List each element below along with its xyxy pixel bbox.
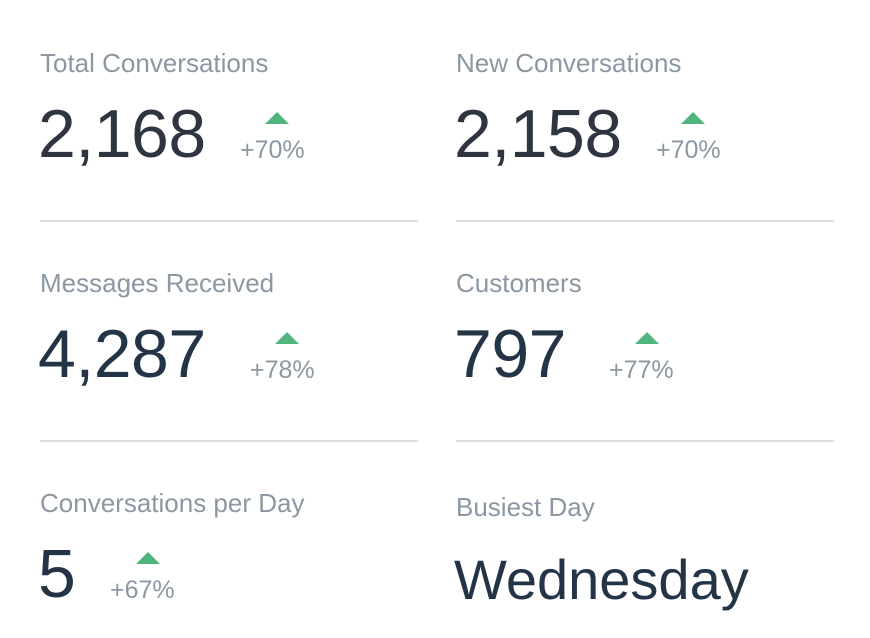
divider [456, 220, 834, 222]
stat-label: Total Conversations [40, 48, 269, 78]
stat-value: 797 [454, 316, 566, 392]
divider [40, 440, 418, 442]
stat-value: 2,158 [454, 96, 622, 172]
stat-change: +70% [240, 136, 305, 164]
triangle-up-icon [681, 112, 705, 124]
stat-value: Wednesday [454, 548, 749, 611]
stat-label: Customers [456, 268, 582, 298]
stat-change: +67% [110, 576, 175, 604]
stat-label: Busiest Day [456, 492, 595, 522]
triangle-up-icon [275, 332, 299, 344]
stat-change: +77% [609, 356, 674, 384]
stat-value: 2,168 [38, 96, 206, 172]
divider [456, 440, 834, 442]
stat-value: 4,287 [38, 316, 206, 392]
triangle-up-icon [265, 112, 289, 124]
stat-label: New Conversations [456, 48, 682, 78]
stat-change: +70% [656, 136, 721, 164]
stat-change: +78% [250, 356, 315, 384]
triangle-up-icon [635, 332, 659, 344]
divider [40, 220, 418, 222]
triangle-up-icon [136, 552, 160, 564]
stat-label: Messages Received [40, 268, 275, 298]
stat-value: 5 [38, 536, 76, 612]
stat-label: Conversations per Day [40, 488, 305, 518]
